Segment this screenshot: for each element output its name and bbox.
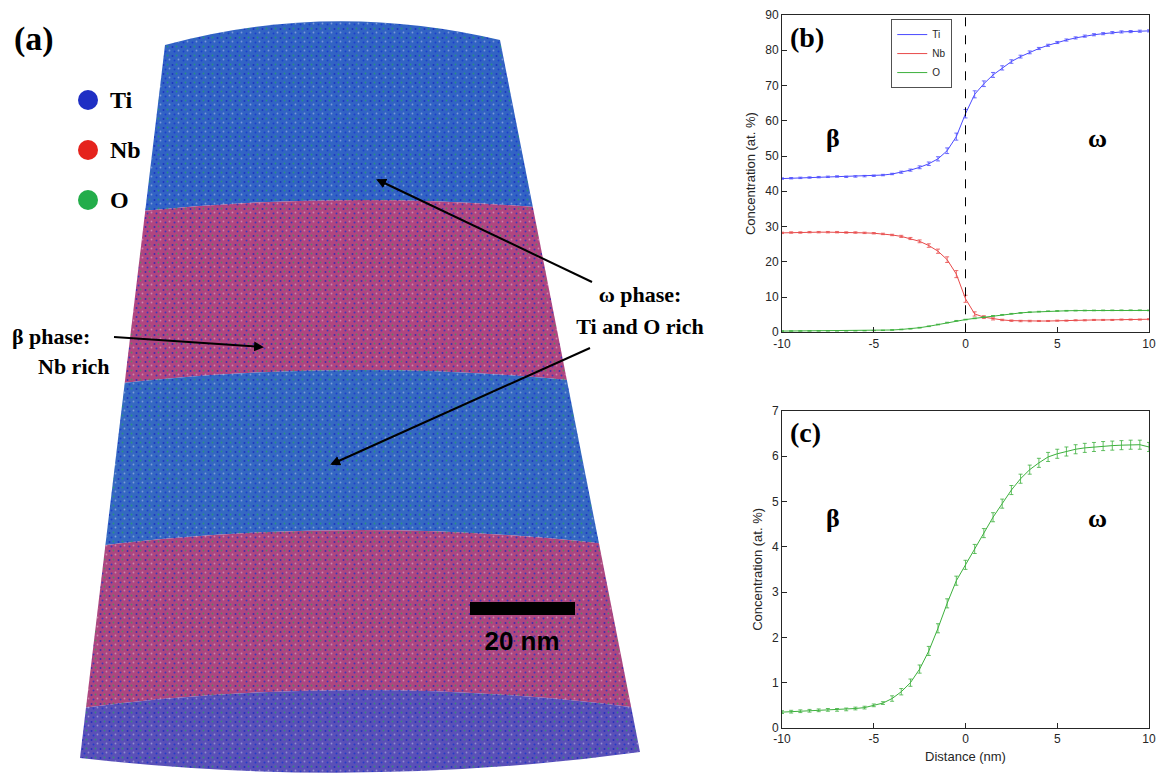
svg-text:ω: ω [1088, 504, 1107, 533]
svg-text:β phase:: β phase: [12, 324, 90, 349]
svg-text:20: 20 [765, 255, 779, 269]
svg-text:β: β [826, 124, 840, 153]
svg-text:6: 6 [772, 449, 779, 463]
svg-text:(b): (b) [790, 22, 824, 53]
svg-text:-10: -10 [773, 732, 791, 746]
svg-text:20 nm: 20 nm [484, 626, 559, 656]
svg-text:ω: ω [1088, 124, 1107, 153]
svg-text:10: 10 [1142, 337, 1156, 351]
svg-text:60: 60 [765, 114, 779, 128]
svg-text:Concentration (at. %): Concentration (at. %) [743, 112, 758, 235]
svg-text:40: 40 [765, 184, 779, 198]
svg-text:70: 70 [765, 79, 779, 93]
svg-text:90: 90 [765, 8, 779, 22]
svg-text:7: 7 [772, 404, 779, 418]
svg-text:ω phase:: ω phase: [599, 282, 682, 307]
svg-text:1: 1 [772, 676, 779, 690]
svg-text:(c): (c) [790, 417, 821, 448]
svg-text:3: 3 [772, 585, 779, 599]
svg-text:5: 5 [1054, 337, 1061, 351]
svg-text:50: 50 [765, 149, 779, 163]
svg-text:O: O [932, 67, 940, 78]
svg-text:-5: -5 [868, 337, 879, 351]
svg-text:0: 0 [772, 325, 779, 339]
svg-text:2: 2 [772, 631, 779, 645]
svg-text:Ti and O rich: Ti and O rich [576, 314, 703, 339]
svg-text:β: β [826, 504, 840, 533]
svg-text:O: O [110, 187, 129, 213]
svg-text:Distance (nm): Distance (nm) [925, 749, 1006, 764]
svg-text:Concentration (at. %): Concentration (at. %) [750, 508, 765, 631]
svg-text:4: 4 [772, 540, 779, 554]
svg-text:10: 10 [1142, 732, 1156, 746]
svg-text:5: 5 [772, 495, 779, 509]
svg-text:-5: -5 [868, 732, 879, 746]
svg-text:5: 5 [1054, 732, 1061, 746]
svg-text:-10: -10 [773, 337, 791, 351]
svg-text:Ti: Ti [110, 87, 133, 113]
svg-text:30: 30 [765, 220, 779, 234]
svg-text:(a): (a) [14, 20, 54, 58]
svg-text:Nb: Nb [110, 137, 141, 163]
svg-text:0: 0 [772, 721, 779, 735]
svg-text:Ti: Ti [932, 29, 940, 40]
svg-text:10: 10 [765, 290, 779, 304]
svg-text:Nb: Nb [932, 48, 945, 59]
svg-text:0: 0 [962, 732, 969, 746]
svg-text:80: 80 [765, 43, 779, 57]
svg-text:0: 0 [962, 337, 969, 351]
svg-text:Nb rich: Nb rich [38, 354, 110, 379]
